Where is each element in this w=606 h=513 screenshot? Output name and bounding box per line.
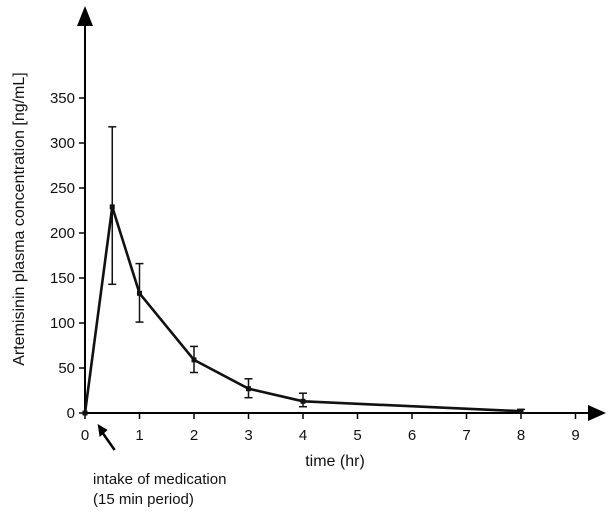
data-point — [300, 398, 306, 404]
error-bars — [108, 126, 525, 414]
y-tick-label: 0 — [67, 405, 75, 422]
y-tick-label: 200 — [50, 225, 75, 242]
x-tick-label: 8 — [517, 427, 525, 444]
x-tick-label: 6 — [408, 427, 416, 444]
data-point — [246, 386, 251, 392]
axes — [77, 6, 606, 421]
x-tick-label: 0 — [81, 427, 89, 444]
annotation-line-2: (15 min period) — [93, 491, 194, 508]
y-tick-label: 350 — [50, 90, 75, 107]
y-axis-arrowhead — [77, 6, 93, 26]
x-tick-label: 7 — [462, 427, 470, 444]
y-tick-label: 50 — [58, 360, 75, 377]
y-tick-label: 100 — [50, 315, 75, 332]
x-axis-title: time (hr) — [305, 453, 365, 470]
data-point — [191, 357, 197, 363]
x-tick-label: 2 — [190, 427, 198, 444]
annotation-arrowhead — [97, 424, 108, 437]
data-point — [109, 204, 115, 210]
series-line — [83, 205, 522, 414]
data-point — [137, 290, 142, 296]
y-tick-label: 150 — [50, 270, 75, 287]
data-point — [82, 410, 88, 416]
y-tick-label: 250 — [50, 180, 75, 197]
x-tick-label: 5 — [353, 427, 361, 444]
x-tick-label: 4 — [299, 427, 307, 444]
y-tick-label: 300 — [50, 135, 75, 152]
data-point — [518, 408, 524, 414]
series-group — [82, 204, 524, 416]
x-tick-label: 3 — [244, 427, 252, 444]
intake-annotation: intake of medication (15 min period) — [93, 424, 226, 508]
x-tick-label: 9 — [571, 427, 579, 444]
x-tick-label: 1 — [135, 427, 143, 444]
tick-labels: 0 50 100 150 200 250 300 350 0 1 2 3 4 5 6 7 8 9 — [50, 90, 580, 444]
annotation-line-1: intake of medication — [93, 471, 226, 488]
ticks — [79, 97, 577, 419]
x-axis-arrowhead — [588, 405, 606, 421]
y-axis-title: Artemisinin plasma concentration [ng/mL] — [11, 72, 28, 365]
